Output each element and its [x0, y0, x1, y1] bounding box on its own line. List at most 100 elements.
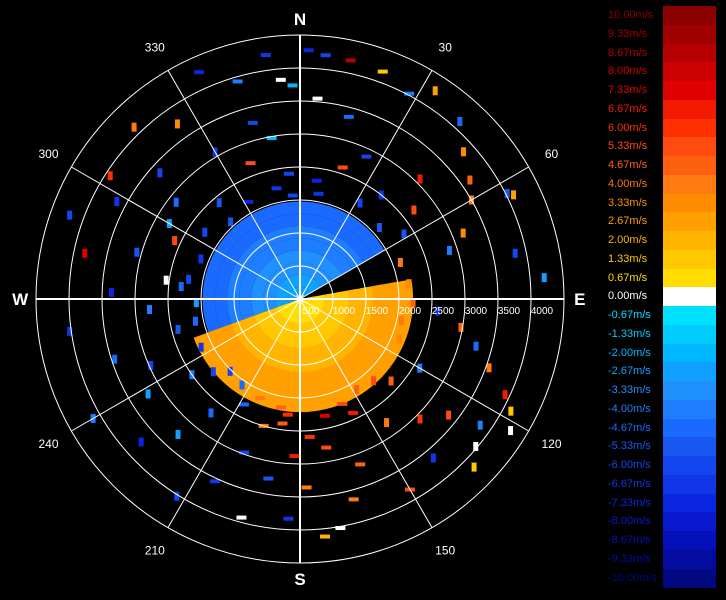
echo-cell	[467, 175, 473, 185]
colorbar-label: -1.33m/s	[608, 327, 651, 340]
colorbar-swatch	[663, 6, 716, 26]
echo-cell	[208, 408, 214, 418]
colorbar-swatch	[663, 193, 716, 213]
echo-cell	[457, 116, 463, 126]
colorbar-label: -8.00m/s	[608, 515, 651, 528]
echo-cell	[287, 193, 298, 198]
azimuth-spoke	[167, 298, 301, 528]
echo-cell	[406, 279, 412, 289]
echo-cell	[354, 385, 360, 395]
range-label: 1000	[333, 306, 356, 317]
colorbar-label: -5.33m/s	[608, 440, 651, 453]
echo-cell	[417, 414, 423, 424]
echo-cell	[238, 402, 249, 407]
echo-cell	[377, 69, 388, 74]
echo-cell	[388, 376, 394, 386]
azimuth-spoke	[299, 166, 529, 300]
echo-cell	[239, 450, 250, 455]
colorbar-label: -10.00m/s	[608, 571, 657, 584]
colorbar-label: 1.33m/s	[608, 252, 648, 265]
echo-cell	[345, 58, 356, 63]
echo-cell	[511, 190, 517, 200]
colorbar-swatch	[663, 62, 716, 82]
colorbar-swatch	[663, 287, 716, 307]
echo-cell	[411, 205, 417, 215]
echo-cell	[435, 306, 441, 316]
azimuth-label: 120	[541, 437, 561, 451]
colorbar-label: 2.67m/s	[608, 215, 648, 228]
colorbar-label: 0.00m/s	[608, 290, 648, 303]
echo-cell	[458, 322, 464, 332]
range-label: 4000	[531, 306, 554, 317]
echo-cell	[486, 363, 492, 373]
echo-cell	[397, 257, 403, 267]
radar-plot: ✳ N E S W 30 60 120 150 210 240 300 330 500 1000 1500 2…	[12, 10, 585, 589]
colorbar-label: 3.33m/s	[608, 196, 648, 209]
echo-cell	[175, 324, 181, 334]
origin-marker: ✳	[294, 291, 306, 307]
colorbar-swatch	[663, 512, 716, 532]
colorbar-swatch	[663, 549, 716, 569]
echo-cell	[145, 389, 151, 399]
echo-cell	[178, 282, 184, 292]
echo-cell	[172, 236, 178, 246]
echo-cell	[175, 429, 181, 439]
echo-cell	[512, 248, 518, 258]
azimuth-spoke	[299, 298, 433, 528]
echo-cell	[210, 367, 216, 377]
colorbar-label: 4.67m/s	[608, 159, 648, 171]
colorbar-swatch	[663, 474, 716, 494]
colorbar-swatch	[663, 568, 716, 588]
range-label: 3500	[498, 306, 521, 317]
range-label: 2000	[399, 306, 422, 317]
echo-cell	[371, 376, 377, 386]
range-label: 3000	[465, 306, 488, 317]
azimuth-spoke	[167, 70, 301, 300]
echo-cell	[287, 83, 298, 88]
echo-cell	[134, 247, 140, 257]
echo-cell	[192, 316, 198, 326]
colorbar-swatch	[663, 531, 716, 551]
echo-cell	[263, 476, 274, 481]
echo-cell	[355, 462, 366, 467]
approaching-sector-band	[239, 238, 353, 320]
cardinal-label: W	[12, 290, 29, 309]
echo-cell	[186, 274, 192, 284]
echo-cell	[198, 342, 204, 352]
echo-cell	[236, 515, 247, 520]
echo-cell	[508, 406, 514, 416]
echo-cell	[384, 418, 390, 428]
azimuth-spoke	[299, 298, 529, 432]
echo-cell	[401, 229, 407, 239]
echo-cell	[271, 186, 282, 191]
cardinal-label: N	[294, 10, 306, 29]
echo-cell	[275, 77, 286, 82]
colorbar-label: -8.67m/s	[608, 534, 651, 546]
echo-cell	[289, 454, 300, 459]
echo-cell	[107, 171, 113, 181]
echo-cell	[343, 114, 354, 119]
colorbar-label: 5.33m/s	[608, 140, 648, 153]
echo-cell	[254, 396, 265, 401]
azimuth-label: 210	[145, 543, 165, 557]
range-rings-and-spokes: ✳	[35, 34, 565, 564]
echo-cell	[430, 453, 436, 463]
colorbar-swatch	[663, 306, 716, 326]
colorbar-label: 4.00m/s	[608, 177, 648, 190]
colorbar-swatch	[663, 343, 716, 363]
echo-cell	[174, 119, 180, 129]
azimuth-spoke	[299, 70, 433, 300]
colorbar-label: 2.00m/s	[608, 234, 648, 246]
echo-cell	[319, 534, 330, 539]
echo-cell	[348, 497, 359, 502]
colorbar-swatch	[663, 118, 716, 138]
azimuth-label: 30	[439, 41, 453, 55]
echo-cell	[243, 199, 254, 204]
echo-cell	[67, 210, 73, 220]
echo-cell	[376, 222, 382, 232]
azimuth-spoke	[71, 166, 301, 300]
echo-cell	[173, 197, 179, 207]
colorbar-swatch	[663, 493, 716, 513]
azimuth-label: 240	[38, 437, 58, 451]
colorbar-swatch	[663, 137, 716, 157]
